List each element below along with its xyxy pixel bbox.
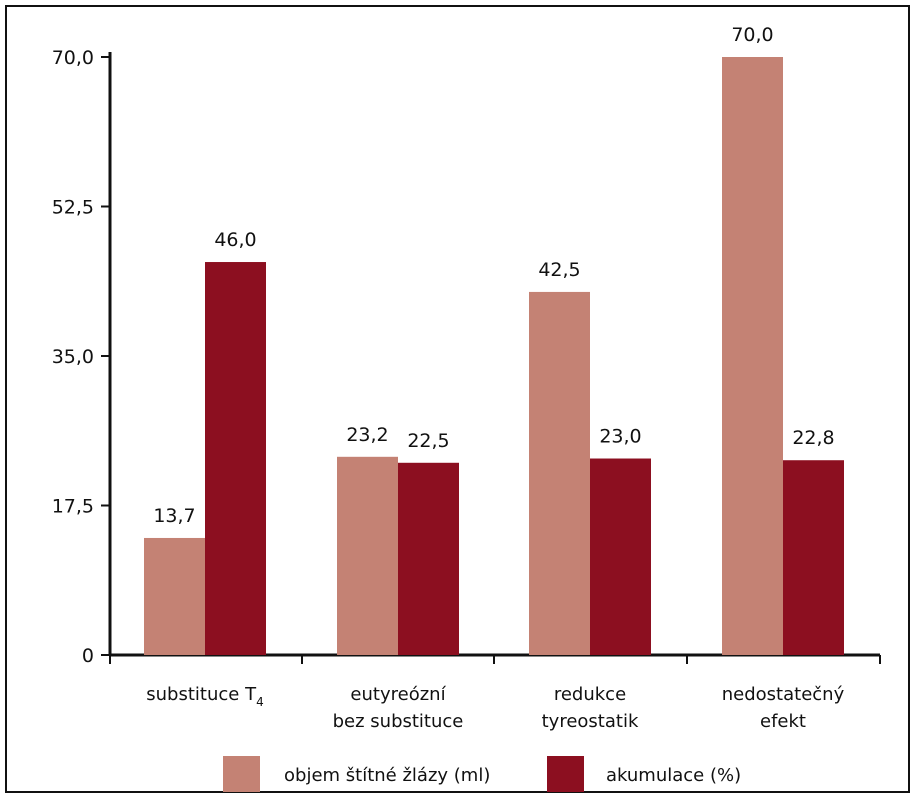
y-tick-label: 35,0 [52,346,94,368]
data-label: 42,5 [538,259,580,281]
data-label: 22,8 [792,427,834,449]
category-label: bez substituce [333,711,464,732]
y-tick-label: 17,5 [52,496,94,518]
bar [529,291,590,655]
data-label: 23,0 [599,426,641,448]
legend-swatch [547,756,584,792]
legend-label: objem štítné žlázy (ml) [284,765,490,786]
y-tick-label: 70,0 [52,47,94,69]
legend-label: akumulace (%) [606,765,741,786]
y-tick-label: 52,5 [52,197,94,219]
data-label: 23,2 [346,424,388,446]
category-label: redukce [554,684,626,705]
category-label: nedostatečný [722,684,845,705]
bar [590,458,651,655]
data-label: 70,0 [731,24,773,46]
bar [144,537,205,655]
category-label: tyreostatik [542,711,639,732]
data-label: 22,5 [407,430,449,452]
bar [205,262,266,655]
data-label: 46,0 [214,229,256,251]
legend-swatch [223,756,260,792]
data-label: 13,7 [153,505,195,527]
bar [337,456,398,655]
y-tick-label: 0 [82,645,94,667]
bar [783,460,844,655]
category-label: substituce T4 [146,684,263,709]
category-label: efekt [760,711,806,732]
bar [398,462,459,655]
category-label: eutyreózní [350,684,446,705]
bar [722,57,783,655]
